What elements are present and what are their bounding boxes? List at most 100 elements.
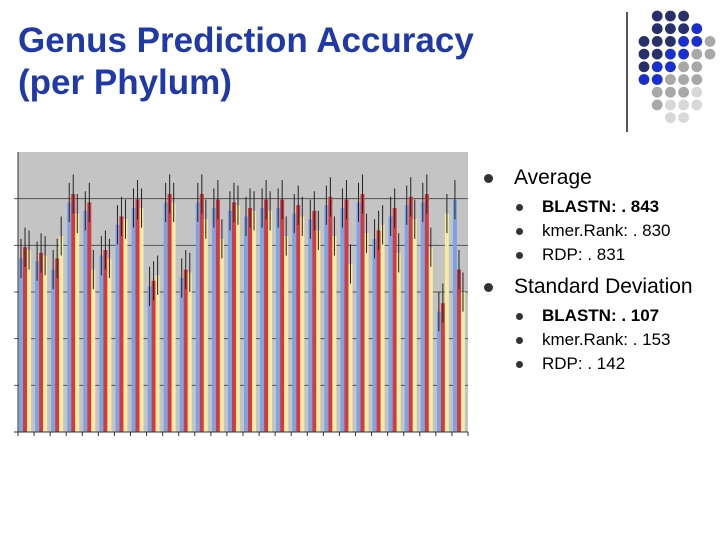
- bar: [71, 194, 76, 432]
- bar: [280, 199, 285, 432]
- bar: [27, 250, 32, 432]
- decorative-dot: [638, 61, 650, 73]
- bar: [296, 205, 301, 432]
- bar: [235, 205, 240, 432]
- avg-rdp-text: RDP: . 831: [542, 245, 626, 264]
- bar: [276, 208, 281, 432]
- bar: [380, 224, 385, 432]
- decorative-dot-grid: [638, 10, 716, 123]
- decorative-dot: [665, 23, 676, 35]
- avg-kmer-text: kmer.Rank: . 830: [542, 221, 671, 240]
- decorative-dot: [665, 74, 676, 85]
- decorative-dot: [691, 48, 703, 60]
- bar: [444, 213, 449, 432]
- slide-title: Genus Prediction Accuracy (per Phylum): [18, 20, 578, 104]
- bar: [340, 208, 345, 432]
- bullet-average: Average: [480, 164, 718, 191]
- decorative-dot: [678, 86, 689, 98]
- bar: [43, 255, 48, 432]
- bar: [167, 194, 172, 432]
- bar: [195, 202, 200, 432]
- decorative-divider: [626, 12, 628, 132]
- sd-blastn-text: BLASTN: . 107: [542, 306, 660, 325]
- bullet-avg-rdp: RDP: . 831: [480, 243, 718, 267]
- bullet-sd-blastn: BLASTN: . 107: [480, 304, 718, 328]
- bar: [51, 269, 56, 432]
- bar: [412, 219, 417, 432]
- bar: [83, 210, 88, 432]
- bar: [324, 205, 329, 432]
- stddev-heading: Standard Deviation: [514, 275, 693, 298]
- decorative-dot: [678, 112, 689, 123]
- bar: [452, 199, 457, 432]
- decorative-dot: [665, 61, 676, 73]
- bar-chart: [14, 152, 469, 436]
- bar: [187, 272, 192, 432]
- bullet-dot-icon: [516, 337, 523, 344]
- decorative-dot: [678, 36, 689, 47]
- bar: [344, 199, 349, 432]
- bar: [364, 233, 369, 432]
- bar: [316, 230, 321, 432]
- bullet-dot-icon: [516, 252, 523, 259]
- bar: [131, 208, 136, 432]
- bar: [107, 258, 112, 432]
- bar: [284, 236, 289, 432]
- bar: [119, 216, 124, 432]
- bullet-dot-icon: [516, 204, 523, 211]
- decorative-dot: [651, 74, 663, 85]
- bar: [151, 280, 156, 432]
- decorative-dot: [704, 48, 716, 60]
- bar: [392, 208, 397, 432]
- decorative-dot: [651, 61, 663, 73]
- bar: [404, 205, 409, 432]
- decorative-dot: [691, 74, 703, 85]
- decorative-dot: [665, 10, 676, 22]
- bar: [67, 202, 72, 432]
- decorative-dot: [651, 86, 663, 98]
- title-line-1: Genus Prediction Accuracy: [18, 21, 474, 60]
- bar: [171, 202, 176, 432]
- bar: [376, 230, 381, 432]
- bar: [87, 202, 92, 432]
- bar: [211, 208, 216, 432]
- bar: [155, 275, 160, 432]
- bullet-sd-rdp: RDP: . 142: [480, 352, 718, 376]
- bar: [308, 219, 313, 432]
- bar: [292, 213, 297, 432]
- bar: [203, 219, 208, 432]
- bar: [99, 255, 104, 432]
- decorative-dot: [678, 61, 689, 73]
- bar: [248, 208, 253, 432]
- bar: [260, 208, 265, 432]
- bar: [183, 269, 188, 432]
- decorative-dot: [691, 36, 703, 47]
- decorative-dot: [638, 48, 650, 60]
- bar: [372, 238, 377, 432]
- bar: [244, 216, 249, 432]
- bar: [231, 202, 236, 432]
- bullet-dot-icon: [484, 283, 493, 292]
- bar: [252, 210, 257, 432]
- bar: [23, 247, 28, 432]
- decorative-dot: [665, 99, 676, 111]
- decorative-dot: [638, 74, 650, 85]
- bar: [396, 252, 401, 432]
- bar: [436, 311, 441, 432]
- bar: [332, 236, 337, 432]
- bullet-sd-kmer: kmer.Rank: . 153: [480, 328, 718, 352]
- bar: [103, 250, 108, 432]
- decorative-dot: [678, 99, 689, 111]
- bar: [268, 210, 273, 432]
- bar: [420, 202, 425, 432]
- bullet-dot-icon: [484, 174, 493, 183]
- average-heading: Average: [514, 166, 592, 189]
- bar: [39, 252, 44, 432]
- decorative-dot: [651, 10, 663, 22]
- decorative-dot: [651, 36, 663, 47]
- decorative-dot: [678, 23, 689, 35]
- bar: [219, 238, 224, 432]
- bar: [135, 199, 140, 432]
- bar: [115, 224, 120, 432]
- bar: [440, 303, 445, 432]
